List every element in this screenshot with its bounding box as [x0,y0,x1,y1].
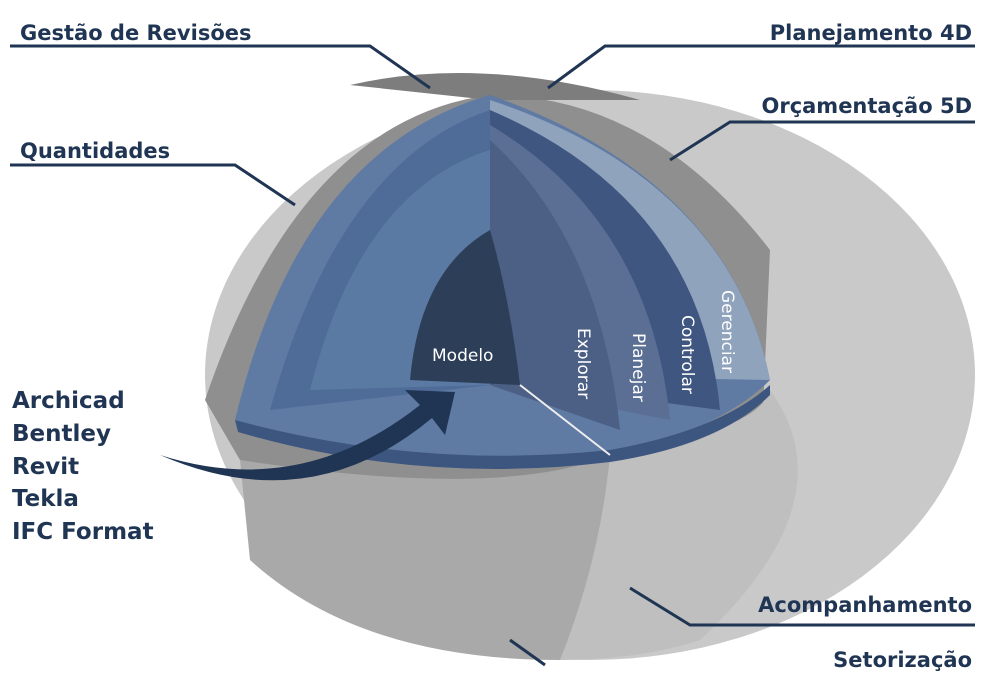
layer-label: Gerenciar [717,290,737,373]
callout-label: Setorização [833,648,972,672]
callout-line [629,586,975,627]
arrow [160,390,455,481]
layer-label: Modelo [432,346,493,366]
callout-line [547,44,975,90]
sphere-cap [350,73,640,100]
software-item: Bentley [12,421,111,447]
callout-line [10,44,431,90]
callout-label: Acompanhamento [758,593,972,617]
layer-label: Explorar [573,328,593,399]
callout-label: Quantidades [20,139,170,163]
callout-label: Orçamentação 5D [761,94,972,118]
software-item: IFC Format [12,519,154,545]
divider [519,384,611,456]
callout-label: Gestão de Revisões [20,21,251,45]
layer-label: Planejar [628,333,648,402]
layer-label: Controlar [677,315,697,394]
callout-line [669,120,975,162]
sphere-lower [240,455,610,660]
callout-label: Planejamento 4D [770,21,972,45]
software-item: Revit [12,454,79,480]
software-item: Archicad [12,388,125,414]
callout-line [509,638,546,667]
layer-modelo [410,230,520,385]
layer-explorar [490,140,620,430]
callout-line [10,163,296,207]
software-item: Tekla [12,486,79,512]
